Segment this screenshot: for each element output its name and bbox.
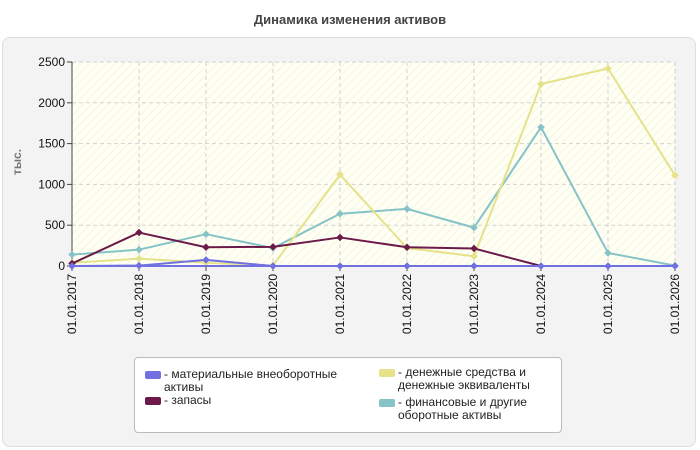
- data-point: [470, 244, 478, 253]
- data-point: [403, 262, 411, 270]
- x-tick-label: 01.01.2026: [668, 274, 682, 334]
- y-tick-label: 0: [58, 259, 65, 273]
- series-line: [71, 258, 675, 267]
- data-point: [604, 262, 612, 270]
- data-point: [135, 245, 143, 254]
- data-point: [604, 249, 612, 257]
- data-point: [68, 250, 76, 259]
- x-tick-label: 01.01.2024: [534, 274, 548, 334]
- data-point: [470, 223, 478, 232]
- legend-item-cash[interactable]: - денежные средства и денежные эквивален…: [379, 366, 559, 392]
- data-point: [336, 170, 344, 179]
- data-point: [671, 262, 679, 270]
- data-point: [202, 256, 210, 264]
- data-point: [537, 80, 545, 88]
- legend-item-financial-assets[interactable]: - финансовые и другие оборотные активы: [379, 396, 559, 422]
- data-point: [135, 228, 143, 237]
- legend-label: - запасы: [164, 393, 212, 407]
- data-point: [336, 233, 344, 242]
- y-tick-label: 2000: [38, 96, 65, 110]
- x-tick-label: 01.01.2022: [400, 274, 414, 334]
- x-tick-label: 01.01.2020: [266, 274, 280, 334]
- data-point: [269, 242, 277, 251]
- data-point: [403, 205, 411, 213]
- data-point: [68, 262, 76, 270]
- legend-swatch: [379, 399, 395, 407]
- data-point: [537, 262, 545, 270]
- legend: - материальные внеоборотные активы - зап…: [134, 357, 562, 433]
- y-tick-label: 1000: [38, 177, 65, 191]
- legend-swatch: [145, 397, 161, 405]
- legend-label: - материальные внеоборотные активы: [164, 367, 337, 394]
- legend-item-fixed-assets[interactable]: - материальные внеоборотные активы: [145, 368, 365, 394]
- y-tick-label: 1500: [38, 137, 65, 151]
- x-tick-label: 01.01.2017: [65, 274, 79, 334]
- data-point: [135, 261, 143, 270]
- plot-area: [72, 62, 675, 266]
- x-tick-label: 01.01.2025: [601, 274, 615, 334]
- data-point: [470, 252, 478, 261]
- data-point: [671, 171, 679, 180]
- data-point: [604, 64, 612, 73]
- data-point: [269, 262, 277, 270]
- data-point: [336, 209, 344, 218]
- series-line: [71, 67, 676, 267]
- y-axis-label: тыс.: [10, 149, 24, 175]
- x-tick-label: 01.01.2018: [132, 274, 146, 334]
- data-point: [336, 262, 344, 270]
- y-tick-label: 2500: [38, 55, 65, 69]
- x-tick-label: 01.01.2021: [333, 274, 347, 334]
- data-point: [537, 123, 545, 132]
- y-tick-label: 500: [45, 218, 65, 232]
- axis-layer: 0 500 1000 1500 2000 2500 01.01.2017 01.01.2018…: [38, 55, 682, 334]
- chart-title: Динамика изменения активов: [253, 12, 447, 27]
- legend-item-inventory[interactable]: - запасы: [145, 394, 365, 407]
- x-tick-label: 01.01.2023: [467, 274, 481, 334]
- legend-swatch: [379, 369, 395, 377]
- data-point: [202, 243, 210, 252]
- legend-label: - денежные средства и денежные эквивален…: [398, 365, 530, 392]
- legend-swatch: [145, 371, 161, 379]
- series-layer: [68, 64, 679, 270]
- data-point: [470, 262, 478, 270]
- data-point: [403, 243, 411, 252]
- data-point: [202, 230, 210, 239]
- legend-label: - финансовые и другие оборотные активы: [398, 395, 527, 422]
- x-tick-label: 01.01.2019: [199, 274, 213, 334]
